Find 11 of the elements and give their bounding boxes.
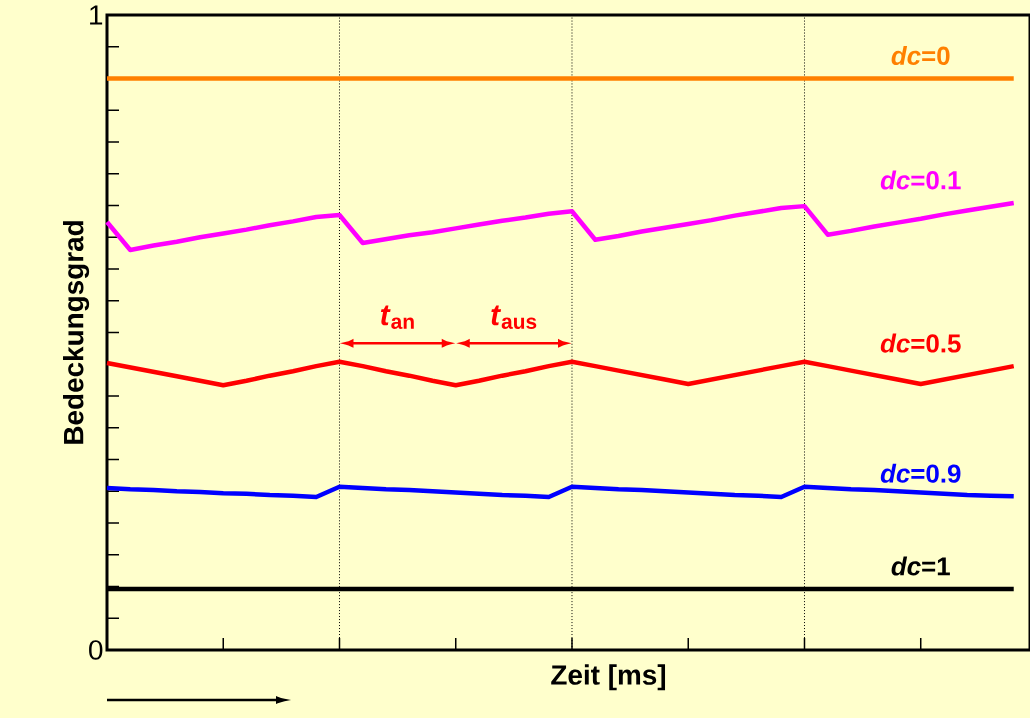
x-axis-title: Zeit [ms] <box>551 664 666 691</box>
series-label: dc=0.9 <box>880 463 961 483</box>
series-label: dc=1 <box>891 556 950 576</box>
annotation: t$_{aus}$ <box>491 305 537 329</box>
y-axis-title: Bedeckungsgrad <box>63 221 90 444</box>
series-label: dc=0.5 <box>880 333 961 353</box>
annotation: t$_{an}$ <box>380 305 414 329</box>
y-tick-label: 0 <box>89 640 103 660</box>
series-label: dc=0.1 <box>880 170 961 190</box>
y-tick-label: 1 <box>90 5 103 25</box>
series-label: dc=0 <box>891 45 950 65</box>
